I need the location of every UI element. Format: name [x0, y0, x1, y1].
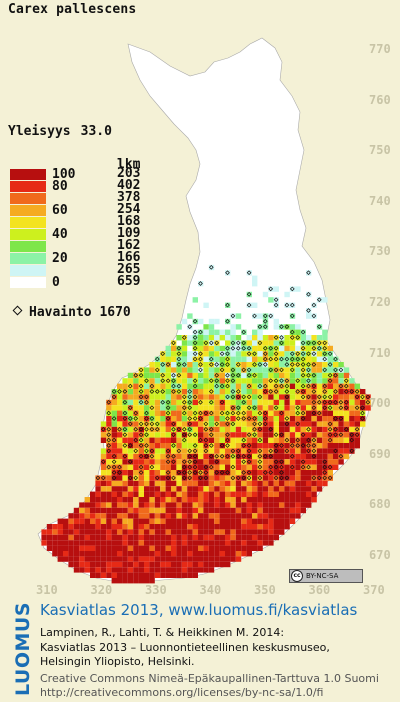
easting-tick: 370 — [363, 583, 385, 597]
frequency-readout: Yleisyys 33.0 — [8, 124, 112, 139]
legend-count: 162 — [117, 238, 141, 253]
diamond-icon — [12, 305, 23, 316]
license-line-1: Creative Commons Nimeä-Epäkaupallinen-Ta… — [40, 672, 379, 685]
legend-percent-label: 0 — [52, 275, 60, 290]
legend-count: 378 — [117, 190, 141, 205]
legend-swatch — [10, 181, 46, 192]
reference-line-1: Lampinen, R., Lahti, T. & Heikkinen M. 2… — [40, 626, 285, 639]
northing-tick: 670 — [369, 548, 391, 562]
legend-count: 166 — [117, 250, 141, 265]
northing-tick: 710 — [369, 345, 391, 360]
legend-swatch — [10, 169, 46, 180]
observation-count: 1670 — [99, 305, 131, 320]
northing-tick: 720 — [369, 295, 391, 309]
legend-swatch — [10, 265, 46, 276]
legend-count: 168 — [117, 214, 141, 229]
cc-icon: cc — [291, 570, 303, 582]
legend-count: 265 — [117, 262, 141, 277]
legend-count: 659 — [117, 274, 141, 289]
legend-percent-label: 60 — [52, 203, 68, 218]
northing-tick: 700 — [369, 396, 391, 411]
northing-tick: 770 — [369, 42, 391, 56]
observation-label: Havainto — [29, 305, 92, 320]
easting-tick: 350 — [254, 583, 276, 597]
easting-tick: 330 — [145, 583, 167, 597]
easting-tick: 360 — [308, 583, 331, 597]
legend-percent-label: 80 — [52, 179, 68, 194]
legend-percent-label: 40 — [52, 227, 68, 242]
easting-tick: 320 — [90, 583, 113, 597]
atlas-link[interactable]: Kasviatlas 2013, www.luomus.fi/kasviatla… — [40, 601, 358, 619]
reference-line-3: Helsingin Yliopisto, Helsinki. — [40, 655, 195, 668]
legend-percent-label: 100 — [52, 167, 76, 182]
legend-swatch — [10, 253, 46, 264]
observation-legend: Havainto 1670 — [10, 305, 131, 320]
species-name: Carex pallescens — [8, 2, 137, 17]
luomus-logo: LUOMUS — [10, 601, 35, 697]
northing-tick: 750 — [369, 143, 391, 158]
legend-swatch — [10, 229, 46, 240]
reference-line-2: Kasviatlas 2013 – Luonnontieteellinen ke… — [40, 641, 330, 654]
legend-swatch — [10, 241, 46, 252]
frequency-label: Yleisyys — [8, 124, 71, 139]
license-link[interactable]: http://creativecommons.org/licenses/by-n… — [40, 686, 324, 699]
legend-percent-label: 20 — [52, 251, 68, 266]
cc-badge-text: BY-NC-SA — [306, 572, 339, 580]
cc-license-badge[interactable]: cc BY-NC-SA — [289, 569, 363, 583]
northing-tick: 740 — [369, 193, 391, 208]
observation-markers — [95, 264, 371, 481]
northing-tick: 690 — [369, 446, 391, 461]
northing-tick: 730 — [369, 244, 391, 259]
northing-tick: 760 — [369, 92, 391, 107]
frequency-value: 33.0 — [80, 124, 112, 139]
legend-swatch — [10, 205, 46, 216]
legend-count: 109 — [117, 226, 141, 241]
legend-count: 254 — [117, 202, 141, 217]
legend-swatch — [10, 217, 46, 228]
easting-tick: 340 — [199, 583, 222, 597]
northing-tick: 680 — [369, 497, 391, 512]
easting-tick: 310 — [36, 583, 58, 597]
legend-count: 203 — [117, 166, 141, 181]
frequency-grid-cells — [41, 264, 371, 584]
finland-distribution-map — [37, 37, 371, 584]
luomus-logo-text: LUOMUS — [12, 601, 35, 697]
legend-swatch — [10, 193, 46, 204]
legend-count: 402 — [117, 178, 141, 193]
legend-count-header: lkm — [117, 157, 141, 172]
legend-swatch — [10, 277, 46, 288]
